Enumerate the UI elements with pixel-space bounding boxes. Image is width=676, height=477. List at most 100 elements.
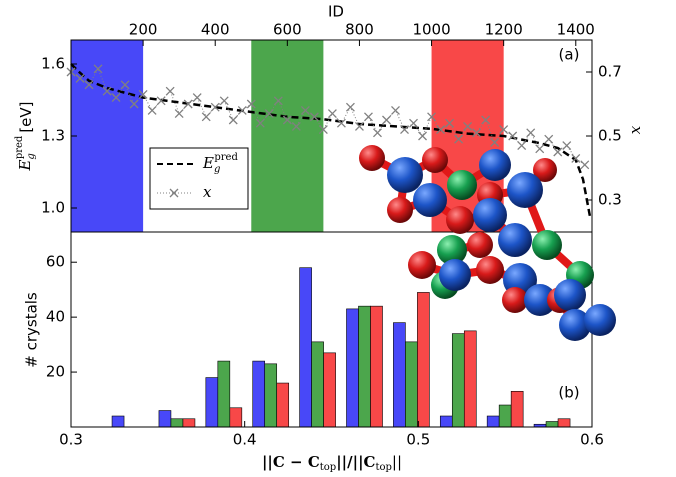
top-axis-label: ID bbox=[328, 3, 344, 21]
y-tick-label: 1.0 bbox=[41, 199, 65, 217]
x-marker bbox=[427, 112, 437, 122]
bar bbox=[170, 418, 184, 428]
x-marker bbox=[391, 105, 400, 115]
bar bbox=[323, 352, 336, 428]
x-marker bbox=[111, 93, 121, 103]
x-marker bbox=[165, 86, 175, 96]
x-axis-label: ||C − Ctop||/||Ctop|| bbox=[262, 453, 402, 473]
bar bbox=[229, 407, 243, 428]
bar bbox=[510, 390, 524, 428]
panel-label: (b) bbox=[558, 384, 579, 402]
x-marker bbox=[237, 105, 247, 115]
bar bbox=[545, 421, 559, 428]
y2-tick-label: 0.3 bbox=[598, 191, 622, 209]
x-marker bbox=[291, 121, 301, 131]
x-marker bbox=[400, 125, 409, 135]
x-marker bbox=[571, 153, 581, 163]
crystal-illustration bbox=[359, 145, 616, 341]
x-marker bbox=[553, 147, 563, 157]
panel-label: (a) bbox=[559, 46, 580, 64]
x-tick-label: 0.6 bbox=[580, 431, 604, 449]
x-marker bbox=[129, 99, 139, 109]
bar bbox=[557, 418, 571, 428]
x-marker bbox=[219, 96, 229, 106]
x-tick-label: 200 bbox=[129, 21, 158, 39]
bar bbox=[498, 404, 512, 428]
bar bbox=[217, 360, 231, 428]
bar bbox=[311, 341, 324, 428]
panel-b: 0.3 0.4 0.5 0.6 20 40 60 bbox=[46, 231, 604, 449]
x-marker bbox=[490, 137, 500, 147]
x-tick-label: 600 bbox=[273, 21, 302, 39]
bar bbox=[370, 305, 383, 428]
x-marker bbox=[93, 64, 103, 74]
x-marker bbox=[526, 128, 536, 138]
x-marker bbox=[481, 115, 491, 125]
legend-box bbox=[149, 147, 249, 210]
x-marker bbox=[499, 125, 509, 135]
x-marker bbox=[418, 131, 427, 141]
x-marker bbox=[445, 118, 455, 128]
x-marker bbox=[282, 115, 292, 125]
bar bbox=[346, 308, 359, 428]
y-tick-label: 60 bbox=[46, 253, 65, 271]
x-marker bbox=[300, 105, 310, 115]
x-marker bbox=[75, 73, 85, 83]
bar bbox=[451, 333, 465, 428]
x-tick-label: 1200 bbox=[485, 21, 523, 39]
bar bbox=[158, 410, 172, 428]
x-marker bbox=[201, 112, 211, 122]
y-tick-label: 20 bbox=[46, 363, 65, 381]
x-marker bbox=[120, 80, 130, 90]
legend: Egpred x bbox=[149, 147, 249, 210]
x-marker bbox=[472, 128, 482, 138]
x-tick-label: 1400 bbox=[557, 21, 595, 39]
x-marker bbox=[318, 125, 328, 135]
bar bbox=[486, 415, 500, 428]
bar bbox=[252, 360, 266, 428]
x-marker bbox=[102, 86, 112, 96]
series-line bbox=[70, 63, 592, 218]
x-marker bbox=[544, 134, 554, 144]
x-marker bbox=[562, 141, 572, 151]
x-marker bbox=[183, 99, 193, 109]
x-marker bbox=[174, 109, 184, 119]
x-marker bbox=[345, 102, 355, 112]
x-marker bbox=[535, 144, 545, 154]
legend-label: Egpred bbox=[202, 152, 238, 175]
bar bbox=[393, 322, 406, 428]
bar bbox=[276, 382, 290, 428]
x-marker bbox=[508, 131, 518, 141]
bar bbox=[358, 305, 371, 428]
bar bbox=[182, 418, 196, 428]
y-axis-label: # crystals bbox=[23, 292, 41, 368]
x-marker bbox=[273, 96, 283, 106]
legend-marker bbox=[169, 188, 179, 198]
x-tick-label: 0.5 bbox=[406, 431, 430, 449]
x-marker bbox=[264, 109, 274, 119]
x-marker bbox=[228, 115, 238, 125]
series-line bbox=[70, 67, 586, 166]
x-marker bbox=[436, 125, 446, 135]
x-marker bbox=[580, 160, 590, 170]
x-marker bbox=[409, 118, 418, 128]
x-marker bbox=[336, 118, 346, 128]
x-marker bbox=[363, 112, 373, 122]
y-axis-label: Egpred[eV] bbox=[14, 101, 37, 171]
x-tick-label: 0.4 bbox=[233, 431, 257, 449]
y-tick-label: 1.6 bbox=[41, 55, 65, 73]
x-marker bbox=[454, 134, 464, 144]
x-marker bbox=[463, 121, 473, 131]
x-tick-label: 1000 bbox=[412, 21, 450, 39]
x-marker bbox=[147, 105, 157, 115]
x-marker bbox=[382, 115, 391, 125]
bar bbox=[439, 415, 453, 428]
bar bbox=[463, 330, 477, 428]
panel-a: 200 400 600 800 1000 1200 1400 1.0 1.3 1.6 0.3 0.5 0… bbox=[41, 21, 622, 233]
y-tick-label: 40 bbox=[46, 308, 65, 326]
x-marker bbox=[309, 112, 319, 122]
bar bbox=[264, 363, 278, 428]
x-tick-label: 0.3 bbox=[59, 431, 83, 449]
bar bbox=[205, 377, 219, 428]
